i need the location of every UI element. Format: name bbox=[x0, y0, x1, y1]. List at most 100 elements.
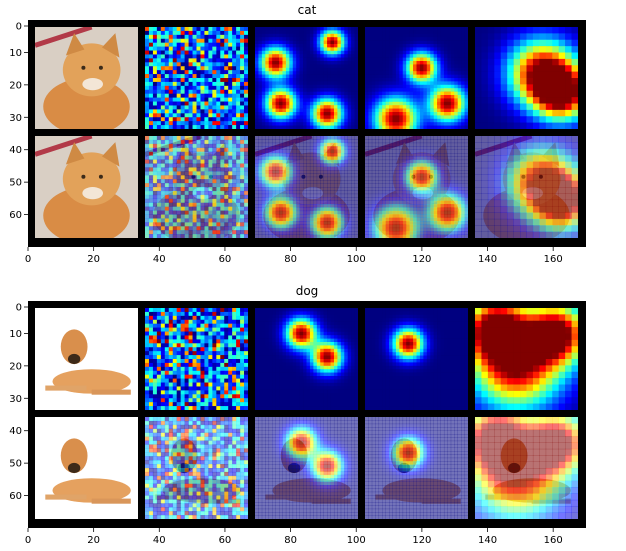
heat-cell bbox=[261, 44, 266, 48]
heat-cell bbox=[440, 33, 445, 38]
heat-cell bbox=[419, 98, 424, 103]
heat-cell bbox=[430, 54, 434, 58]
heat-cell bbox=[192, 74, 197, 79]
heat-cell bbox=[261, 101, 266, 106]
heat-cell bbox=[299, 207, 304, 212]
heat-cell bbox=[261, 122, 266, 126]
heat-cell bbox=[365, 149, 369, 154]
heat-cell bbox=[303, 115, 307, 120]
heat-cell bbox=[457, 78, 462, 82]
heat-cell bbox=[292, 207, 297, 212]
heat-cell bbox=[216, 163, 221, 168]
heat-cell bbox=[464, 88, 468, 92]
heat-cell bbox=[309, 112, 314, 116]
heat-cell bbox=[236, 163, 241, 168]
heat-cell bbox=[437, 146, 441, 150]
heat-cell bbox=[382, 190, 386, 195]
heat-cell bbox=[168, 30, 174, 36]
heat-cell bbox=[200, 155, 205, 160]
heat-cell bbox=[255, 61, 259, 65]
heat-cell bbox=[306, 61, 311, 65]
heat-cell bbox=[168, 171, 174, 176]
heat-cell bbox=[265, 176, 270, 181]
heat-cell bbox=[351, 142, 355, 147]
heat-cell bbox=[532, 78, 540, 85]
heat-cell bbox=[565, 46, 572, 53]
heat-cell bbox=[365, 122, 369, 126]
heat-cell bbox=[204, 62, 209, 67]
heat-cell bbox=[240, 234, 245, 238]
heat-cell bbox=[323, 105, 328, 109]
heat-cell bbox=[433, 176, 438, 181]
heat-cell bbox=[236, 171, 241, 176]
heat-cell bbox=[176, 187, 181, 192]
heat-cell bbox=[265, 44, 270, 48]
heat-cell bbox=[392, 57, 397, 62]
heat-cell bbox=[289, 183, 294, 188]
heat-cell bbox=[296, 61, 300, 65]
heat-cell bbox=[461, 159, 465, 164]
heat-cell bbox=[306, 50, 311, 55]
heat-cell bbox=[285, 166, 290, 171]
heat-cell bbox=[145, 206, 150, 211]
heat-cell bbox=[148, 218, 154, 223]
heat-cell bbox=[433, 71, 438, 75]
heat-cell bbox=[351, 217, 355, 222]
heat-cell bbox=[340, 149, 345, 154]
heat-cell bbox=[382, 37, 386, 41]
heat-cell bbox=[430, 30, 434, 35]
heat-cell bbox=[419, 180, 424, 184]
heat-cell bbox=[172, 125, 177, 129]
heat-cell bbox=[306, 115, 311, 120]
heat-cell bbox=[220, 190, 225, 196]
heat-cell bbox=[371, 91, 376, 96]
heat-cell bbox=[176, 62, 181, 67]
heat-cell bbox=[450, 122, 455, 126]
heat-cell bbox=[351, 193, 355, 198]
heat-cell bbox=[148, 34, 154, 40]
heat-cell bbox=[440, 50, 445, 55]
heat-cell bbox=[236, 179, 241, 184]
heat-cell bbox=[340, 166, 345, 171]
heat-cell bbox=[309, 231, 314, 235]
heat-cell bbox=[399, 30, 404, 35]
heat-cell bbox=[375, 78, 380, 82]
heat-cell bbox=[200, 163, 205, 168]
heat-cell bbox=[344, 214, 348, 218]
heat-cell bbox=[454, 197, 458, 201]
heat-cell bbox=[220, 167, 225, 172]
heat-cell bbox=[160, 30, 166, 36]
heat-cell bbox=[333, 115, 338, 120]
heat-cell bbox=[365, 180, 369, 184]
heat-cell bbox=[461, 125, 465, 129]
heat-cell bbox=[406, 88, 410, 92]
heat-cell bbox=[212, 183, 217, 188]
heat-cell bbox=[303, 64, 307, 69]
heat-cell bbox=[275, 180, 280, 184]
heat-cell bbox=[258, 88, 263, 92]
heat-cell bbox=[220, 30, 225, 36]
heat-cell bbox=[258, 101, 263, 106]
heat-cell bbox=[464, 173, 468, 178]
heat-cell bbox=[419, 74, 424, 79]
heat-cell bbox=[240, 30, 245, 36]
heat-cell bbox=[188, 38, 193, 43]
heat-cell bbox=[272, 74, 276, 79]
heat-cell bbox=[279, 71, 283, 75]
heat-cell bbox=[406, 81, 410, 86]
heat-cell bbox=[430, 101, 434, 106]
heat-cell bbox=[395, 91, 400, 96]
heat-cell bbox=[316, 153, 321, 157]
heat-cell bbox=[168, 50, 174, 55]
heat-cell bbox=[500, 46, 508, 53]
heat-cell bbox=[216, 46, 221, 51]
heat-cell bbox=[347, 54, 352, 58]
heat-cell bbox=[454, 101, 458, 106]
heat-cell bbox=[296, 118, 300, 123]
heat-cell bbox=[423, 40, 428, 45]
heat-cell bbox=[368, 27, 373, 31]
heat-cell bbox=[500, 122, 508, 129]
heat-cell bbox=[351, 37, 355, 41]
heat-cell bbox=[406, 204, 410, 208]
heat-cell bbox=[152, 147, 158, 152]
